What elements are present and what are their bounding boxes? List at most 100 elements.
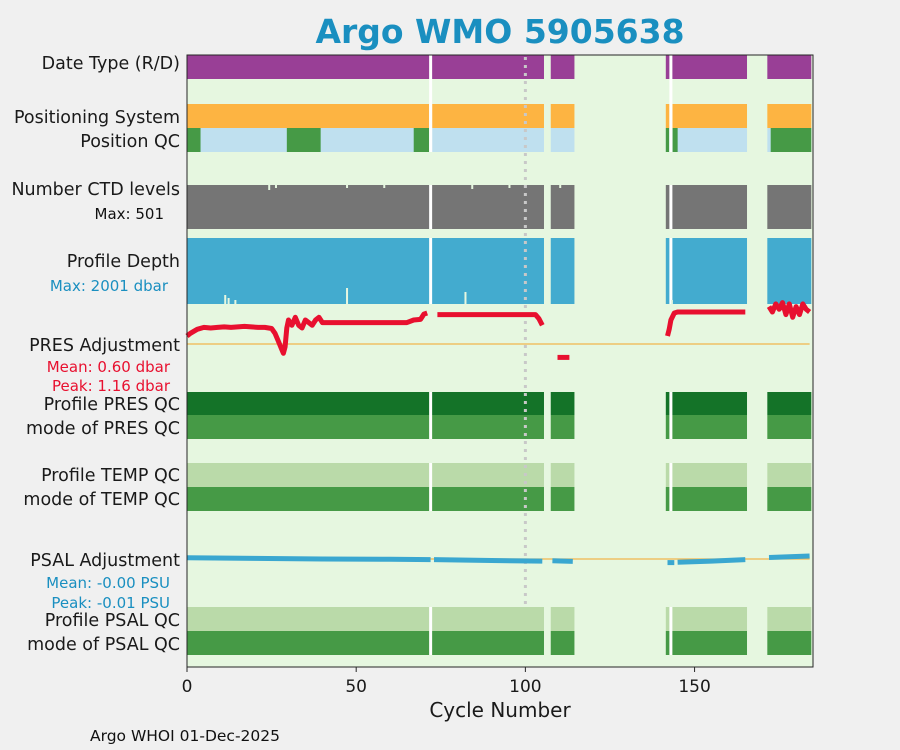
profile-depth-bar-segment-0 — [187, 238, 544, 304]
missing-cycle-gap-0-5 — [429, 463, 433, 511]
positioning-system-bar-segment-1 — [550, 104, 575, 128]
pres-adjustment-line-0 — [185, 310, 428, 356]
missing-cycle-gap-0-6 — [429, 607, 433, 655]
psal-adjustment-line-2 — [552, 558, 573, 564]
profile-psal-qc-bar-segment-3 — [767, 607, 812, 631]
mode-temp-qc-bar-segment-3 — [767, 487, 812, 511]
label-positioning-system: Positioning System — [14, 108, 180, 128]
mode-psal-qc-bar-segment-0 — [187, 631, 544, 655]
position-qc-good-3 — [665, 128, 670, 152]
mode-pres-qc-bar-segment-3 — [767, 415, 812, 439]
ctd-levels-bar-segment-3 — [767, 185, 812, 229]
position-qc-bar-segment-1 — [550, 128, 575, 152]
ctd-levels-bar-segment-0 — [187, 185, 544, 229]
mode-pres-qc-bar-segment-1 — [550, 415, 575, 439]
profile-temp-qc-bar-segment-1 — [550, 463, 575, 487]
label-mode-temp-qc: mode of TEMP QC — [23, 490, 180, 510]
psal-adjustment-line-5 — [768, 553, 810, 560]
psal-adjustment-line-0 — [186, 555, 431, 563]
ctd-notch-1 — [274, 185, 277, 188]
label-psal-mean: Mean: -0.00 PSU — [46, 574, 170, 592]
missing-cycle-gap-1-4 — [669, 392, 673, 439]
profile-depth-bar-segment-3 — [767, 238, 812, 304]
depth-notch-4 — [464, 292, 467, 304]
ctd-levels-bar-segment-1 — [550, 185, 575, 229]
pres-adjustment-line-3 — [665, 309, 746, 337]
depth-notch-5 — [670, 300, 673, 304]
ctd-notch-2 — [346, 185, 349, 188]
positioning-system-bar-segment-0 — [187, 104, 544, 128]
profile-temp-qc-bar-segment-2 — [665, 463, 748, 487]
psal-adjustment-series — [186, 553, 810, 566]
ctd-notch-5 — [508, 185, 511, 188]
profile-psal-qc-bar-segment-1 — [550, 607, 575, 631]
pres-adjustment-series — [185, 300, 812, 360]
missing-cycle-gap-0-3 — [429, 238, 433, 304]
ctd-notch-6 — [559, 185, 562, 188]
x-tick-label-2: 100 — [509, 677, 541, 697]
missing-cycle-gap-1-1 — [669, 104, 673, 152]
label-profile-depth: Profile Depth — [67, 252, 180, 272]
profile-depth-bar-segment-2 — [665, 238, 748, 304]
date-type-bar-segment-3 — [767, 55, 812, 79]
label-depth-max: Max: 2001 dbar — [50, 277, 169, 295]
position-qc-good-1 — [286, 128, 321, 152]
profile-depth-bar-segment-1 — [550, 238, 575, 304]
psal-adjustment-line-1 — [433, 557, 543, 564]
depth-notches — [224, 288, 673, 304]
label-mode-psal-qc: mode of PSAL QC — [27, 635, 180, 655]
label-profile-pres-qc: Profile PRES QC — [44, 395, 180, 415]
label-profile-temp-qc: Profile TEMP QC — [41, 466, 180, 486]
missing-cycle-gap-0-2 — [429, 185, 433, 229]
profile-pres-qc-bar-segment-1 — [550, 392, 575, 415]
plot-frame — [186, 54, 814, 668]
qc-bars — [187, 55, 812, 655]
mode-psal-qc-bar-segment-2 — [665, 631, 748, 655]
mode-psal-qc-bar-segment-1 — [550, 631, 575, 655]
x-tick-label-0: 0 — [182, 677, 193, 697]
ctd-levels-bar-segment-2 — [665, 185, 748, 229]
label-position-qc: Position QC — [80, 132, 180, 152]
mode-psal-qc-bar-segment-3 — [767, 631, 812, 655]
profile-pres-qc-bar-segment-3 — [767, 392, 812, 415]
depth-notch-3 — [346, 288, 349, 304]
positioning-system-bar-segment-2 — [665, 104, 748, 128]
profile-psal-qc-bar-segment-2 — [665, 607, 748, 631]
ctd-notch-3 — [383, 185, 386, 188]
plot-background — [187, 55, 813, 667]
x-axis-ticks: 0 50 100 150 — [182, 667, 711, 697]
label-profile-psal-qc: Profile PSAL QC — [45, 611, 180, 631]
x-tick-label-1: 50 — [345, 677, 367, 697]
position-qc-bar-segment-2 — [665, 128, 748, 152]
profile-temp-qc-bar-segment-3 — [767, 463, 812, 487]
pres-adjustment-line-4 — [766, 300, 812, 320]
footer-credit: Argo WHOI 01-Dec-2025 — [90, 727, 280, 745]
mode-temp-qc-bar-segment-1 — [550, 487, 575, 511]
missing-cycle-gap-0-1 — [429, 104, 433, 152]
position-qc-good-4 — [672, 128, 678, 152]
label-number-ctd-levels: Number CTD levels — [11, 180, 180, 200]
profile-pres-qc-bar-segment-0 — [187, 392, 544, 415]
depth-notch-0 — [224, 295, 227, 304]
mode-pres-qc-bar-segment-2 — [665, 415, 748, 439]
position-qc-good-0 — [187, 128, 201, 152]
profile-pres-qc-bar-segment-2 — [665, 392, 748, 415]
position-qc-good-2 — [413, 128, 431, 152]
chart-title: Argo WMO 5905638 — [315, 12, 684, 51]
label-ctd-max: Max: 501 — [95, 205, 164, 223]
label-pres-peak: Peak: 1.16 dbar — [52, 377, 171, 395]
missing-cycle-gap-0-0 — [429, 55, 433, 152]
ctd-level-notches — [268, 185, 562, 190]
ctd-notch-0 — [268, 185, 271, 190]
mode-temp-qc-bar-segment-2 — [665, 487, 748, 511]
date-type-bar-segment-1 — [550, 55, 575, 79]
missing-cycle-gap-1-2 — [669, 185, 673, 229]
psal-adjustment-line-4 — [677, 557, 746, 565]
mode-pres-qc-bar-segment-0 — [187, 415, 544, 439]
label-pres-adjustment: PRES Adjustment — [29, 336, 180, 356]
missing-cycle-gap-1-0 — [669, 55, 673, 152]
missing-cycle-gap-1-6 — [669, 607, 673, 655]
date-type-bar-segment-2 — [665, 55, 748, 79]
label-date-type: Date Type (R/D) — [42, 54, 180, 74]
depth-notch-1 — [227, 298, 230, 304]
